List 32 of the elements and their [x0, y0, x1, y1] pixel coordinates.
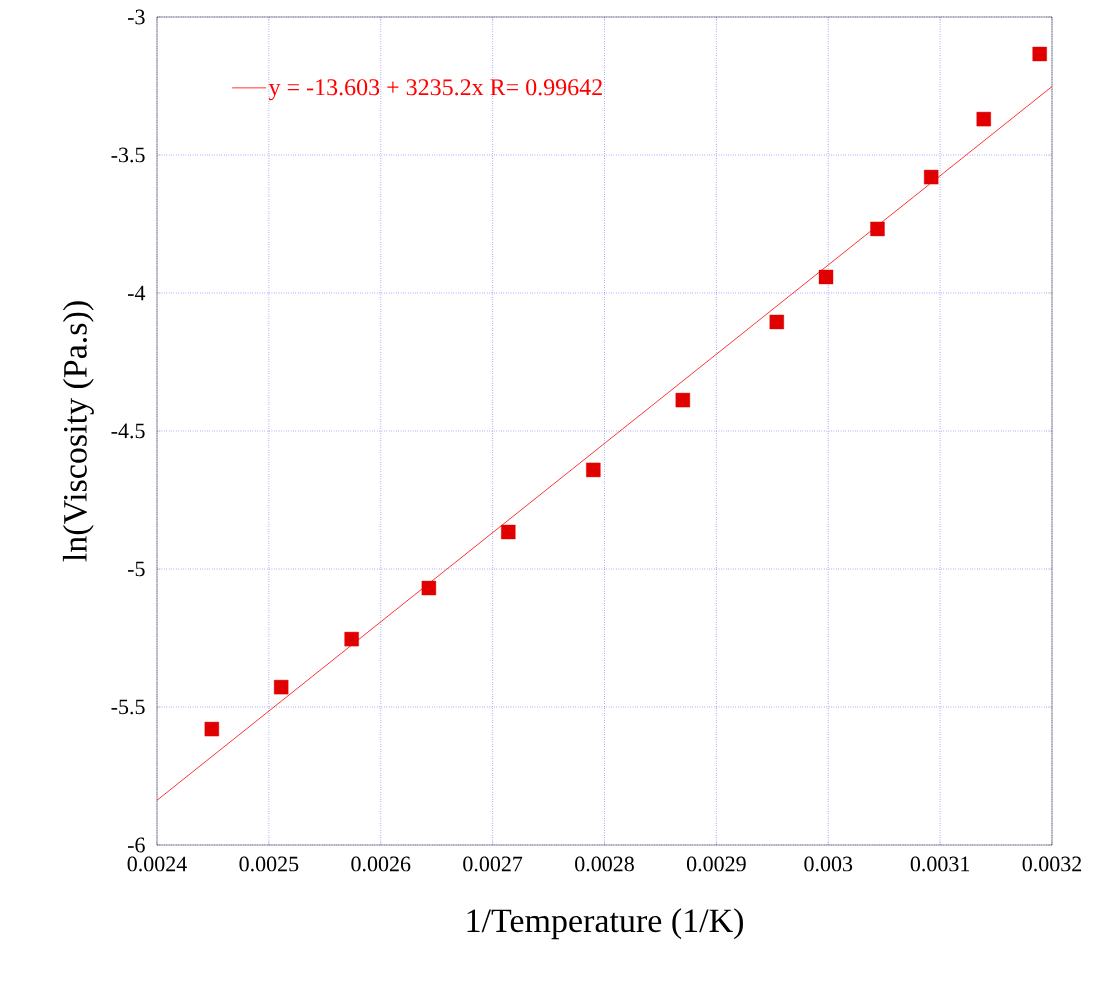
- y-tick-label: -5.5: [111, 699, 145, 715]
- legend-label: y = -13.603 + 3235.2x R= 0.99642: [268, 79, 602, 101]
- x-tick-label: 0.003: [804, 856, 853, 872]
- y-tick-label: -4.5: [111, 423, 145, 439]
- point: [923, 169, 939, 185]
- x-tick-label: 0.0026: [351, 856, 411, 872]
- y-tick-label: -5: [127, 561, 145, 577]
- y-tick-label: -4: [127, 285, 146, 301]
- y-tick-label: -6: [127, 837, 145, 853]
- x-tick-label: 0.0024: [127, 856, 187, 872]
- x-tick-label: 0.0027: [463, 856, 523, 872]
- x-axis-title: 1/Temperature (1/K): [467, 908, 743, 940]
- point: [204, 721, 220, 737]
- x-tick-label: 0.0029: [686, 856, 746, 872]
- x-tick-label: 0.0028: [575, 856, 634, 872]
- point: [976, 111, 991, 127]
- point: [501, 524, 516, 540]
- point: [586, 462, 601, 478]
- y-axis-title: ln(Viscosity (Pa.s)): [62, 301, 94, 562]
- point: [818, 269, 834, 285]
- x-tick-label: 0.0025: [239, 856, 299, 872]
- y-tick-label: -3: [127, 9, 145, 25]
- point: [421, 580, 437, 596]
- point: [769, 314, 784, 330]
- point: [1032, 46, 1047, 62]
- point: [870, 221, 885, 237]
- x-tick-label: 0.0031: [910, 856, 970, 872]
- point: [344, 631, 359, 647]
- point: [273, 679, 289, 695]
- x-tick-label: 0.0032: [1022, 856, 1082, 872]
- point: [675, 392, 691, 408]
- y-tick-label: -3.5: [111, 147, 145, 163]
